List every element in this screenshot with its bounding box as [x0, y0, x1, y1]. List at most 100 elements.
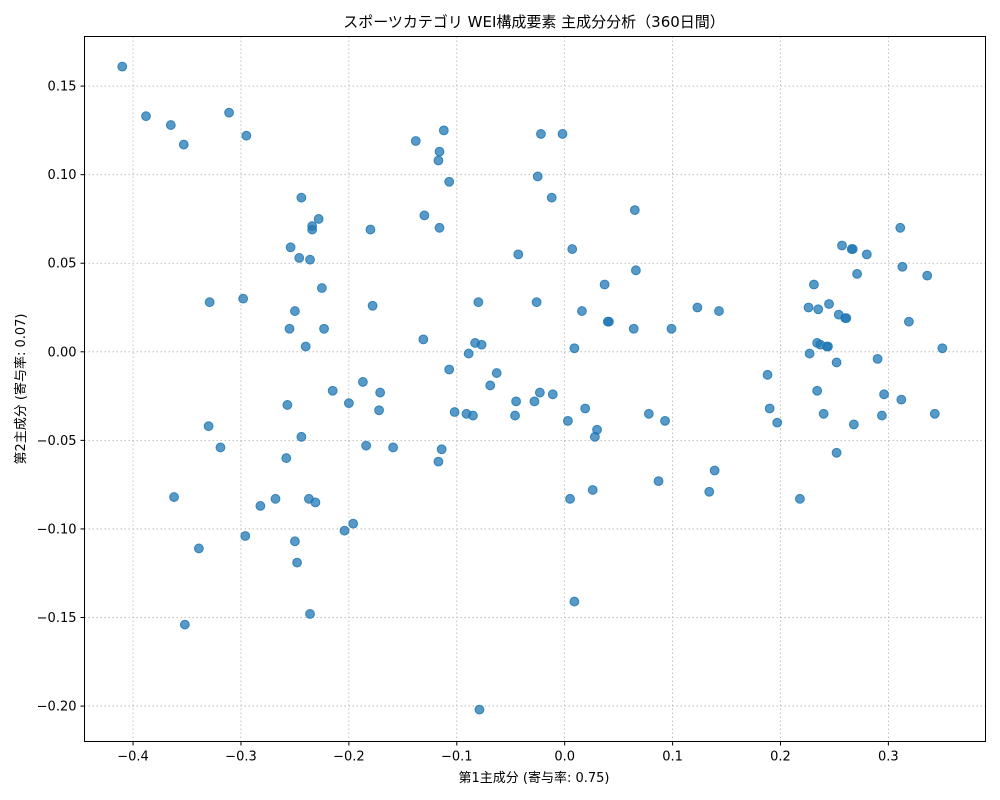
- x-tick-label: 0.2: [770, 750, 791, 765]
- data-point: [809, 279, 819, 290]
- data-point: [511, 396, 522, 407]
- data-point: [193, 543, 204, 554]
- data-point: [165, 120, 176, 130]
- y-tick-label: 0.00: [48, 345, 77, 360]
- data-point: [294, 253, 305, 263]
- data-point: [896, 394, 907, 405]
- data-point: [569, 343, 580, 354]
- data-point: [895, 222, 906, 233]
- y-tick-label: 0.10: [48, 168, 77, 183]
- data-point: [348, 518, 359, 529]
- data-point: [567, 244, 578, 254]
- data-point: [240, 531, 251, 541]
- data-point: [510, 410, 520, 421]
- data-point: [343, 398, 354, 409]
- data-point: [529, 396, 540, 407]
- data-point: [419, 210, 430, 221]
- x-axis-label: 第1主成分 (寄与率: 0.75): [458, 770, 609, 786]
- data-point: [215, 442, 226, 453]
- data-point: [903, 316, 914, 327]
- data-point: [388, 442, 399, 453]
- data-point: [300, 341, 311, 352]
- data-point: [629, 205, 640, 215]
- data-point: [339, 525, 350, 536]
- data-point: [270, 493, 281, 504]
- chart-title: スポーツカテゴリ WEI構成要素 主成分分析（360日間）: [343, 13, 725, 31]
- data-point: [204, 297, 215, 308]
- grid-lines: [84, 36, 986, 742]
- data-point: [367, 300, 378, 311]
- y-axis: −0.20 −0.15 −0.10 −0.05 0.00 0.05 0.10 0.15: [37, 80, 85, 715]
- data-point: [692, 302, 703, 313]
- data-point: [580, 403, 591, 414]
- data-point: [296, 431, 307, 442]
- data-point: [813, 304, 824, 315]
- data-point: [804, 348, 815, 359]
- data-point: [285, 242, 296, 253]
- data-point: [238, 293, 249, 304]
- data-point: [313, 214, 324, 224]
- data-point: [546, 192, 557, 203]
- data-point: [296, 192, 307, 203]
- data-point: [666, 323, 677, 334]
- data-point: [795, 493, 805, 504]
- data-point: [305, 609, 315, 619]
- data-point: [630, 265, 641, 276]
- data-point: [877, 410, 887, 421]
- y-tick-label: −0.10: [37, 522, 77, 537]
- data-point: [929, 408, 940, 419]
- y-tick-label: −0.20: [37, 700, 77, 715]
- x-tick-label: 0.3: [878, 750, 899, 765]
- data-point: [824, 299, 834, 309]
- data-point: [532, 171, 543, 182]
- x-axis: −0.4 −0.3 −0.2 −0.1 0.0 0.1 0.2 0.3: [117, 741, 899, 765]
- data-point: [436, 444, 447, 455]
- data-point: [536, 129, 546, 139]
- data-point: [449, 407, 460, 417]
- data-point: [178, 139, 189, 150]
- data-point: [290, 306, 300, 316]
- data-point: [282, 400, 293, 410]
- data-point: [937, 343, 948, 354]
- data-point: [433, 155, 444, 166]
- data-point: [922, 270, 933, 281]
- data-point: [476, 339, 487, 350]
- data-point: [434, 146, 445, 157]
- data-point: [444, 176, 455, 187]
- data-point: [292, 557, 302, 568]
- data-point: [812, 385, 823, 396]
- data-point: [534, 387, 545, 398]
- data-point: [837, 240, 847, 251]
- data-point: [474, 704, 485, 715]
- x-tick-label: 0.0: [554, 750, 575, 765]
- y-tick-label: 0.15: [48, 80, 77, 95]
- data-point: [316, 283, 327, 293]
- data-point: [818, 408, 829, 419]
- data-point: [569, 596, 580, 607]
- data-point: [374, 405, 384, 416]
- data-point: [577, 306, 587, 316]
- data-point: [203, 421, 214, 432]
- data-point: [831, 447, 842, 458]
- data-point: [872, 353, 883, 364]
- data-point: [169, 492, 179, 502]
- plot-frame: [84, 36, 986, 742]
- data-point: [444, 364, 455, 375]
- data-point: [823, 341, 833, 352]
- data-point: [604, 316, 614, 327]
- data-point: [491, 368, 502, 378]
- data-point: [290, 536, 300, 547]
- data-point: [565, 493, 575, 504]
- data-point: [255, 501, 266, 511]
- data-point: [852, 268, 862, 279]
- data-point: [304, 493, 314, 504]
- data-point: [772, 417, 783, 428]
- data-point: [592, 424, 602, 435]
- data-point: [434, 222, 445, 233]
- x-tick-label: −0.2: [333, 750, 365, 765]
- y-tick-label: −0.15: [37, 611, 77, 626]
- data-point: [375, 387, 386, 398]
- data-point: [179, 619, 190, 630]
- data-point: [513, 249, 524, 260]
